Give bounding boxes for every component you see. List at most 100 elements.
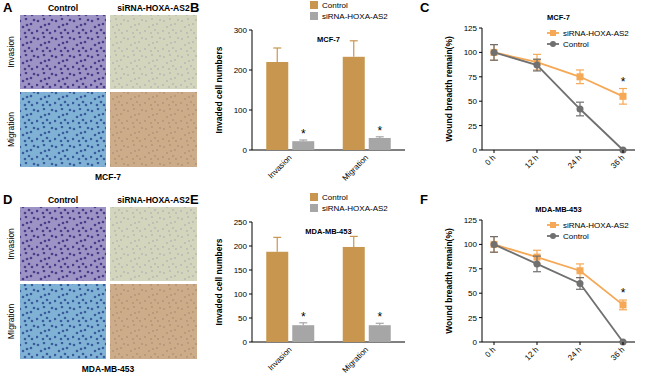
error-bar — [576, 102, 584, 116]
x-tick — [623, 150, 624, 153]
legend-swatch — [310, 1, 318, 9]
significance: * — [301, 310, 306, 324]
x-tick — [580, 150, 581, 153]
y-axis-label: Wound breadth remain(%) — [444, 36, 454, 142]
error-bar — [576, 70, 584, 84]
legend-label: siRNA-HOXA-AS2 — [322, 12, 388, 21]
significance: * — [377, 310, 382, 324]
panel-label: A — [3, 0, 13, 15]
y-tick — [479, 101, 482, 102]
error-bar — [619, 89, 627, 105]
title: MDA-MB-453 — [535, 205, 581, 214]
image-panel: AControlsiRNA-HOXA-AS2InvasionMigrationM… — [3, 0, 197, 182]
bar — [343, 57, 365, 150]
y-tick — [479, 76, 482, 77]
micrograph — [110, 207, 197, 281]
series-line — [494, 244, 623, 342]
panel-label: E — [190, 192, 199, 207]
y-axis — [252, 222, 253, 342]
error-cap — [273, 237, 281, 238]
y-tick-label: 0 — [473, 338, 478, 347]
y-tick — [479, 268, 482, 269]
y-tick — [249, 342, 252, 343]
error-cap — [533, 250, 541, 251]
error-cap — [490, 44, 498, 45]
bar — [266, 252, 288, 342]
x-axis — [482, 342, 635, 343]
y-tick-label: 125 — [464, 216, 478, 225]
error-bar — [490, 45, 498, 61]
y-tick — [479, 150, 482, 151]
error-bar — [490, 237, 498, 253]
row-label: MIgration — [6, 304, 16, 340]
caption: MCF-7 — [95, 172, 121, 182]
error-cap — [576, 277, 584, 278]
marker — [577, 106, 584, 113]
y-tick-label: 0 — [243, 338, 248, 347]
micrograph — [110, 92, 197, 167]
y-axis-label: Invaded cell numbers — [214, 46, 224, 133]
y-tick — [479, 244, 482, 245]
y-tick — [249, 270, 252, 271]
micrograph — [20, 92, 106, 167]
y-tick — [249, 246, 252, 247]
y-tick — [249, 222, 252, 223]
y-tick — [249, 30, 252, 31]
bar — [292, 325, 314, 342]
y-tick-label: 100 — [234, 106, 248, 115]
marker — [491, 49, 498, 56]
x-tick-label: 24 h — [566, 345, 583, 362]
marks — [266, 236, 391, 342]
y-tick-label: 200 — [234, 66, 248, 75]
error-cap — [533, 54, 541, 55]
caption: MDA-MB-453 — [82, 364, 135, 374]
x-tick — [580, 342, 581, 345]
x-tick-label: 12 h — [523, 153, 540, 170]
marker — [620, 339, 627, 346]
y-tick — [249, 318, 252, 319]
bar — [292, 141, 314, 150]
y-tick — [479, 293, 482, 294]
y-tick-label: 250 — [234, 218, 248, 227]
marks — [490, 45, 627, 154]
y-tick-label: 25 — [468, 122, 477, 131]
error-cap — [533, 256, 541, 257]
y-tick-label: 100 — [234, 290, 248, 299]
chart: B0100200300Invaded cell numbersControl**… — [190, 0, 405, 183]
legend-label: Control — [322, 193, 348, 202]
bar — [369, 325, 391, 342]
row-label: Migration — [6, 112, 16, 147]
panel-label: D — [3, 192, 12, 207]
x-tick — [494, 342, 495, 345]
error-cap — [533, 271, 541, 272]
x-tick — [623, 342, 624, 345]
legend-marker — [550, 222, 556, 228]
labels: *siRNA-HOXA-AS2ControlMCF-7 — [547, 13, 629, 89]
marker — [620, 93, 627, 100]
y-tick-label: 0 — [473, 146, 478, 155]
micrograph — [20, 284, 106, 359]
series-line — [494, 52, 623, 150]
error-stem — [277, 237, 278, 251]
row-label: Invasion — [6, 228, 16, 260]
legend-swatch — [310, 204, 318, 212]
y-axis — [252, 30, 253, 150]
chart: C0255075100125Wound breadth remain(%)*si… — [420, 0, 635, 170]
row-label: Invasion — [6, 36, 16, 68]
error-bar — [533, 256, 541, 272]
error-bar — [576, 264, 584, 278]
significance: * — [621, 75, 626, 89]
title: MDA-MB-453 — [305, 227, 351, 236]
chart: F0255075100125Wound breadth remain(%)*si… — [420, 192, 635, 362]
error-bar — [490, 45, 498, 61]
y-axis-label: Wound breadth remain(%) — [444, 228, 454, 334]
panel-label: B — [190, 0, 199, 15]
column-header: Control — [48, 195, 78, 205]
error-bar — [619, 300, 627, 310]
y-tick-label: 150 — [234, 266, 248, 275]
y-tick — [249, 70, 252, 71]
legend-label: siRNA-HOXA-AS2 — [563, 29, 629, 38]
x-tick-label: Invasion — [266, 345, 293, 372]
legend-label: Control — [563, 232, 589, 241]
micrograph — [20, 207, 106, 281]
